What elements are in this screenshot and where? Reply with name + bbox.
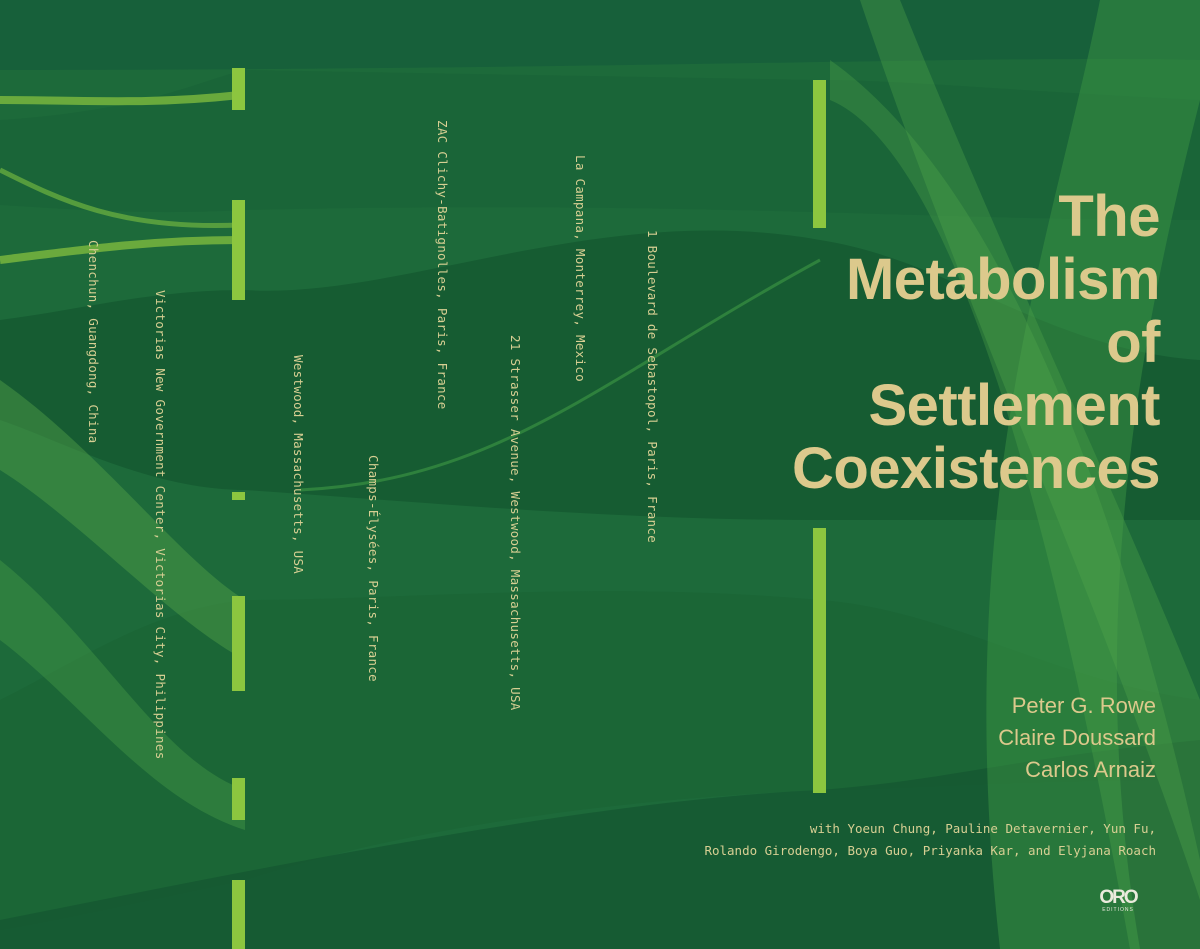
flow-band [0, 560, 245, 830]
contributors-line: Rolando Girodengo, Boya Guo, Priyanka Ka… [704, 843, 1156, 858]
flow-band [0, 167, 241, 229]
flow-band [0, 230, 1200, 520]
book-title: The Metabolism of Settlement Coexistence… [792, 185, 1160, 500]
accent-bar [232, 778, 245, 820]
accent-bar [232, 200, 245, 300]
location-label: Victorias New Government Center, Victori… [153, 290, 168, 760]
contributors-line: with Yoeun Chung, Pauline Detavernier, Y… [809, 821, 1156, 836]
accent-bar [232, 68, 245, 110]
accent-bar [813, 80, 826, 228]
authors: Peter G. Rowe Claire Doussard Carlos Arn… [998, 690, 1156, 786]
flow-band [0, 740, 1200, 949]
accent-bar [232, 880, 245, 949]
contributors: with Yoeun Chung, Pauline Detavernier, Y… [704, 818, 1156, 862]
author-name: Claire Doussard [998, 725, 1156, 750]
publisher-logo: ORO EDITIONS [1096, 887, 1140, 913]
flow-band [0, 0, 1200, 70]
flow-band [860, 0, 1200, 900]
title-line: of [1106, 310, 1160, 375]
location-label: Westwood, Massachusetts, USA [291, 355, 306, 575]
location-label: 1 Boulevard de Sebastopol, Paris, France [645, 230, 660, 544]
location-label: 21 Strasser Avenue, Westwood, Massachuse… [508, 335, 523, 711]
accent-bar [813, 528, 826, 793]
title-line: The [1058, 184, 1160, 249]
flow-band [0, 91, 241, 106]
accent-bar [232, 596, 245, 691]
title-line: Coexistences [792, 436, 1160, 501]
title-line: Metabolism [845, 247, 1161, 312]
location-label: La Campana, Monterrey, Mexico [573, 155, 588, 382]
location-label: Chenchun, Guangdong, China [86, 240, 101, 444]
flow-band [0, 236, 241, 264]
flow-band [0, 70, 1200, 220]
author-name: Peter G. Rowe [1011, 693, 1156, 718]
author-name: Carlos Arnaiz [1025, 757, 1156, 782]
logo-text: ORO [1099, 887, 1138, 908]
title-line: Settlement [868, 373, 1160, 438]
flow-band [830, 60, 1200, 949]
location-label: Champs-Élysées, Paris, France [366, 455, 381, 682]
location-label: ZAC Clichy-Batignolles, Paris, France [435, 120, 450, 410]
logo-subtext: EDITIONS [1102, 907, 1134, 913]
flow-band [0, 591, 1200, 930]
flow-band [299, 258, 821, 492]
flow-band [986, 0, 1200, 949]
flow-band [0, 380, 245, 660]
accent-bar [232, 492, 245, 500]
